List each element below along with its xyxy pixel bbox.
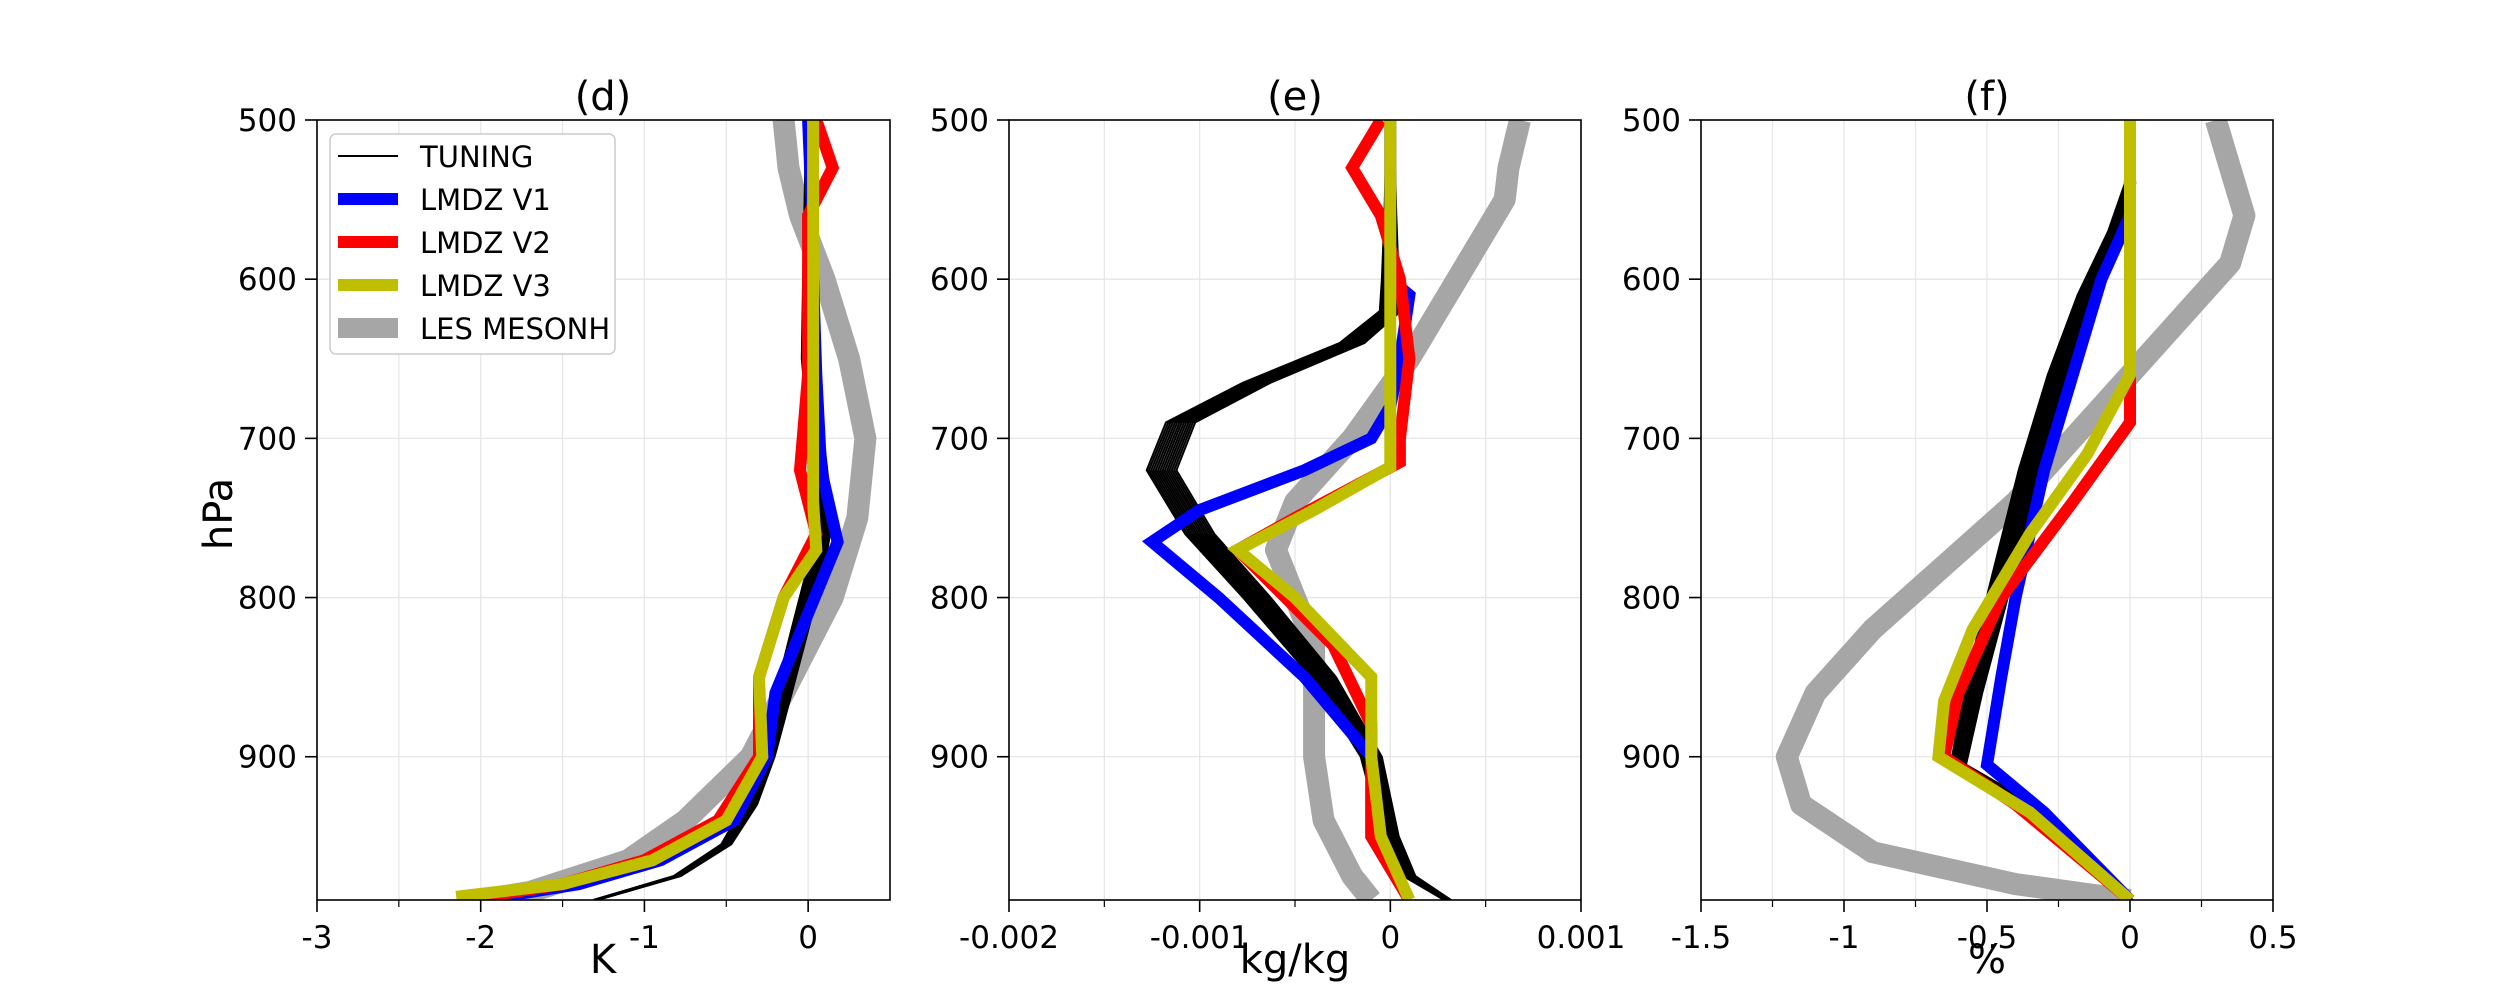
legend: TUNING LMDZ V1 LMDZ V2 LMDZ V3 LES MESON… <box>329 133 616 355</box>
x-tick-label: 0 <box>1380 920 1400 956</box>
panel-e-title: (e) <box>1267 74 1323 120</box>
y-tick-label: 700 <box>930 421 989 457</box>
x-tick-label: -0.002 <box>959 920 1059 956</box>
y-tick-label: 800 <box>930 581 989 617</box>
x-tick-label: -2 <box>465 920 496 956</box>
legend-label-tuning: TUNING <box>419 140 533 174</box>
x-tick-label: -1 <box>629 920 660 956</box>
series-line-lmdz-v3 <box>455 120 823 900</box>
y-tick-label: 800 <box>1622 581 1681 617</box>
x-tick-label: 0 <box>2120 920 2140 956</box>
panel-d-xlabel: K <box>590 937 618 983</box>
panel-f-title: (f) <box>1964 74 2009 120</box>
y-tick-label: 900 <box>1622 740 1681 776</box>
y-tick-label: 500 <box>238 103 297 139</box>
x-tick-label: 0.001 <box>1537 920 1626 956</box>
x-tick-label: -0.5 <box>1957 920 2018 956</box>
legend-label-lmdz-v3: LMDZ V3 <box>420 269 551 303</box>
y-tick-label: 800 <box>238 581 297 617</box>
y-tick-label: 700 <box>238 421 297 457</box>
y-tick-label: 700 <box>1622 421 1681 457</box>
panel-d-frame <box>316 119 891 901</box>
y-tick-label: 500 <box>1622 103 1681 139</box>
x-tick-label: 0 <box>798 920 818 956</box>
panel-f-xlabel: % <box>1968 937 2006 983</box>
legend-label-lmdz-v1: LMDZ V1 <box>420 183 551 217</box>
legend-label-les-mesonh: LES MESONH <box>420 312 610 346</box>
x-tick-label: -3 <box>302 920 333 956</box>
legend-box <box>329 133 616 355</box>
series-line-lmdz-v3 <box>1932 120 2136 900</box>
panel-d-plot-area <box>455 120 877 900</box>
x-tick-label: 0.5 <box>2248 920 2297 956</box>
series-line-les-mesonh <box>1775 120 2256 900</box>
y-tick-label: 600 <box>930 262 989 298</box>
x-tick-label: -1.5 <box>1671 920 1732 956</box>
y-tick-label: 600 <box>1622 262 1681 298</box>
y-tick-label: 900 <box>930 740 989 776</box>
panel-f: (f) % -1.5 -1 -0.5 0 0.5 500 600 700 800 900 <box>1622 74 2298 983</box>
y-tick-label: 900 <box>238 740 297 776</box>
panel-e-plot-area <box>1141 120 1531 900</box>
series-line-lmdz-v3 <box>1227 120 1415 900</box>
panel-e-xlabel: kg/kg <box>1240 937 1351 983</box>
panel-d-ylabel: hPa <box>196 478 242 550</box>
panel-e: (e) kg/kg -0.002 -0.001 0 0.001 500 600 700 800… <box>930 74 1626 983</box>
legend-label-lmdz-v2: LMDZ V2 <box>420 226 551 260</box>
y-tick-label: 500 <box>930 103 989 139</box>
x-tick-label: -0.001 <box>1150 920 1250 956</box>
y-tick-label: 600 <box>238 262 297 298</box>
x-tick-label: -1 <box>1829 920 1860 956</box>
panel-d-title: (d) <box>575 74 632 120</box>
panel-f-plot-area <box>1775 120 2256 900</box>
panel-d: (d) K hPa -3 -2 -1 0 500 600 700 800 900 <box>196 74 891 983</box>
